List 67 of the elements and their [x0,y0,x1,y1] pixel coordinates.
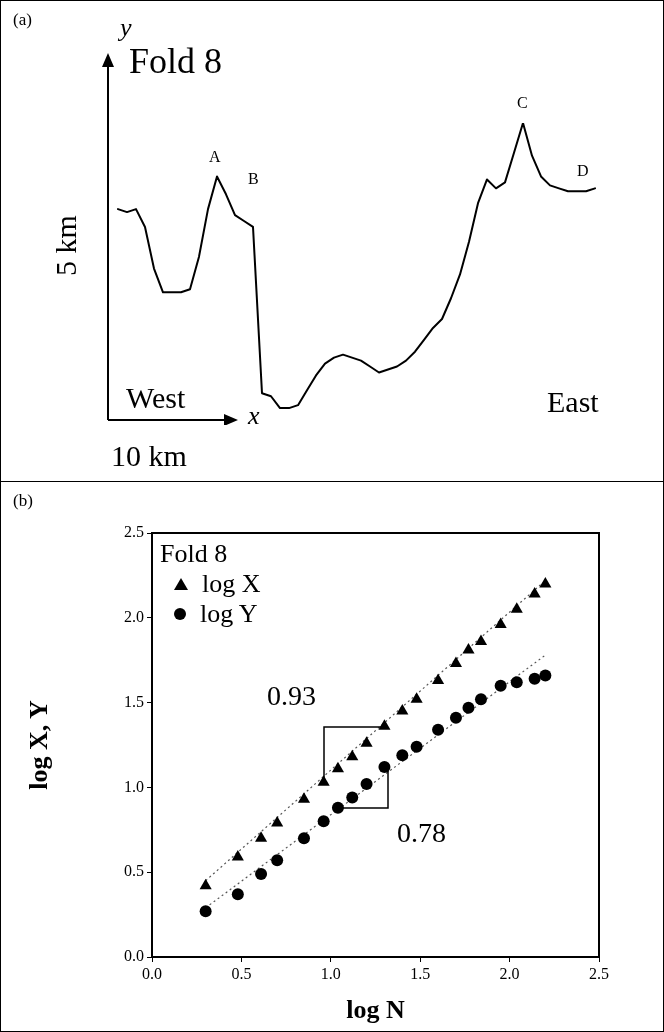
point [462,643,475,654]
point [396,704,409,715]
text: 10 km [111,439,187,472]
point [449,656,463,668]
point [462,701,475,714]
y-tick-label: 2.5 [124,523,144,541]
point [231,849,244,861]
point [510,602,523,613]
point [271,854,284,867]
x-tick-label: 2.5 [589,964,609,982]
x-tick-label: 0.0 [142,964,162,982]
legend-label: log X [202,569,261,599]
x-axis-title: log N [346,995,405,1025]
point [494,617,507,629]
point [297,832,310,845]
x-tick-label: 2.0 [499,964,520,982]
point [271,816,284,827]
text: 5 km [49,215,82,276]
point [510,676,523,689]
text: (b) [13,491,33,510]
y-tick-label: 0.0 [124,947,144,965]
x-tick-label: 1.5 [410,964,431,982]
x-tick-label: 1.0 [320,964,341,982]
point [474,634,488,646]
point [432,673,445,685]
x-tick-label: 0.5 [231,964,252,982]
point [346,749,359,761]
text: (a) [13,10,32,29]
point [494,679,507,692]
annotation: B [248,170,259,187]
point [346,791,359,804]
point [449,711,462,724]
point [199,905,212,918]
annotation: 0.78 [397,817,446,848]
y-tick-label: 1.0 [124,777,144,795]
point [539,669,552,682]
y-tick-label: 2.0 [124,608,144,625]
y-axis-title: log X, Y [24,700,54,790]
text: C [517,94,528,111]
point [360,736,373,747]
y-tick-label: 1.5 [124,692,144,710]
point [474,693,487,706]
annotation: D [577,162,589,179]
point [331,801,344,814]
point [199,878,212,890]
point [255,831,268,842]
y-tick-label: 0.5 [124,862,144,880]
point [331,761,345,773]
legend-label: log Y [200,599,258,629]
point [528,672,541,685]
point [317,815,330,828]
point [432,723,445,736]
point [231,888,244,901]
point [255,867,268,880]
annotation: 0.93 [267,680,316,711]
point [410,692,423,703]
point [396,749,409,762]
x-axis-title: x [248,401,260,430]
y-axis-title: y [120,13,132,42]
point [410,740,423,753]
annotation: East [547,385,599,418]
point [297,792,311,803]
point [528,587,541,598]
point [378,761,391,774]
legend-title: Fold 8 [160,539,229,569]
point [360,778,373,791]
point [539,576,552,588]
